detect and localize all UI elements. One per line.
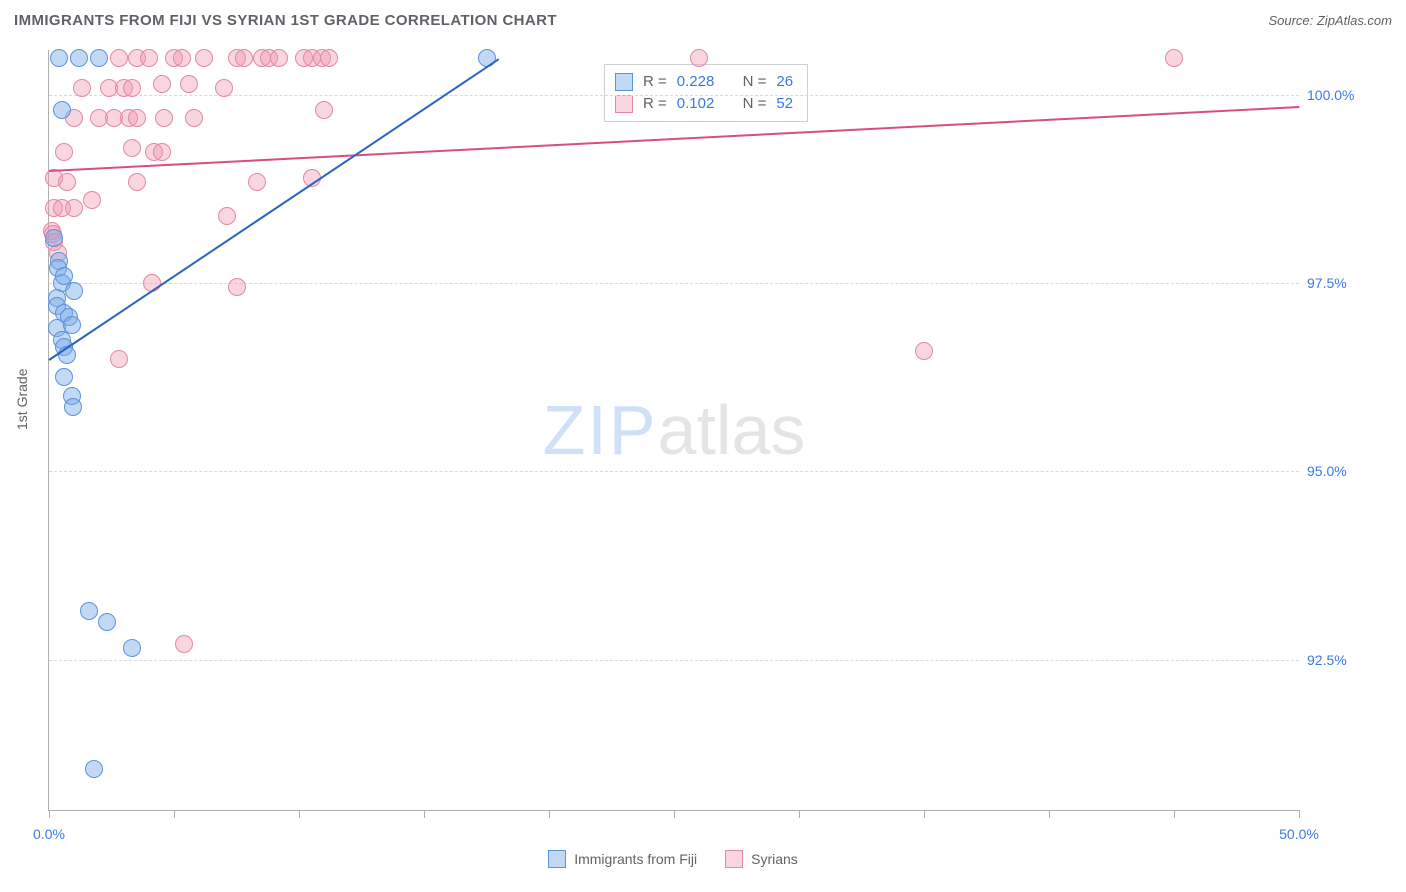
x-tick (674, 810, 675, 818)
point-syrians (270, 49, 288, 67)
gridline (49, 660, 1299, 661)
point-syrians (248, 173, 266, 191)
x-tick (1174, 810, 1175, 818)
point-syrians (218, 207, 236, 225)
point-syrians (58, 173, 76, 191)
point-syrians (128, 173, 146, 191)
point-syrians (690, 49, 708, 67)
point-fiji (64, 398, 82, 416)
swatch-fiji-icon (548, 850, 566, 868)
swatch-syrians-icon (725, 850, 743, 868)
gridline (49, 471, 1299, 472)
trendline-fiji (48, 58, 499, 361)
legend-item-fiji: Immigrants from Fiji (548, 850, 697, 868)
point-syrians (55, 143, 73, 161)
point-fiji (123, 639, 141, 657)
chart-title: IMMIGRANTS FROM FIJI VS SYRIAN 1ST GRADE… (14, 12, 557, 29)
point-fiji (98, 613, 116, 631)
legend-label-fiji: Immigrants from Fiji (574, 851, 697, 867)
point-syrians (110, 49, 128, 67)
point-syrians (315, 101, 333, 119)
point-fiji (53, 101, 71, 119)
point-syrians (228, 278, 246, 296)
point-syrians (123, 139, 141, 157)
y-tick-label: 100.0% (1307, 87, 1354, 103)
gridline (49, 95, 1299, 96)
point-syrians (65, 199, 83, 217)
stats-row-syrians: R = 0.102 N = 52 (615, 93, 793, 115)
point-fiji (70, 49, 88, 67)
point-fiji (80, 602, 98, 620)
point-syrians (173, 49, 191, 67)
swatch-syrians-icon (615, 95, 633, 113)
point-syrians (1165, 49, 1183, 67)
point-syrians (320, 49, 338, 67)
point-syrians (175, 635, 193, 653)
point-syrians (128, 109, 146, 127)
x-tick (799, 810, 800, 818)
point-syrians (155, 109, 173, 127)
y-tick-label: 92.5% (1307, 652, 1347, 668)
point-syrians (215, 79, 233, 97)
x-tick (1299, 810, 1300, 818)
x-tick (49, 810, 50, 818)
y-axis-label: 1st Grade (14, 369, 30, 430)
point-syrians (915, 342, 933, 360)
point-syrians (195, 49, 213, 67)
y-tick-label: 97.5% (1307, 275, 1347, 291)
point-syrians (123, 79, 141, 97)
legend-label-syrians: Syrians (751, 851, 798, 867)
stats-row-fiji: R = 0.228 N = 26 (615, 71, 793, 93)
x-tick (424, 810, 425, 818)
x-tick-label: 50.0% (1279, 826, 1319, 842)
y-tick-label: 95.0% (1307, 463, 1347, 479)
point-fiji (63, 316, 81, 334)
point-fiji (55, 368, 73, 386)
x-tick (549, 810, 550, 818)
x-tick-label: 0.0% (33, 826, 65, 842)
point-fiji (50, 49, 68, 67)
point-fiji (85, 760, 103, 778)
point-syrians (180, 75, 198, 93)
point-syrians (185, 109, 203, 127)
legend: Immigrants from Fiji Syrians (48, 850, 1298, 868)
chart-container: 1st Grade ZIPatlas R = 0.228 N = 26 R = … (48, 50, 1378, 830)
plot-area: ZIPatlas R = 0.228 N = 26 R = 0.102 N = … (48, 50, 1299, 811)
point-syrians (140, 49, 158, 67)
point-syrians (153, 143, 171, 161)
point-fiji (90, 49, 108, 67)
point-syrians (153, 75, 171, 93)
stats-box: R = 0.228 N = 26 R = 0.102 N = 52 (604, 64, 808, 122)
watermark: ZIPatlas (543, 390, 806, 470)
point-syrians (73, 79, 91, 97)
point-syrians (83, 191, 101, 209)
x-tick (299, 810, 300, 818)
swatch-fiji-icon (615, 73, 633, 91)
point-syrians (235, 49, 253, 67)
point-fiji (65, 282, 83, 300)
source-attribution: Source: ZipAtlas.com (1268, 13, 1392, 28)
x-tick (924, 810, 925, 818)
legend-item-syrians: Syrians (725, 850, 798, 868)
x-tick (1049, 810, 1050, 818)
point-syrians (110, 350, 128, 368)
x-tick (174, 810, 175, 818)
point-fiji (45, 229, 63, 247)
